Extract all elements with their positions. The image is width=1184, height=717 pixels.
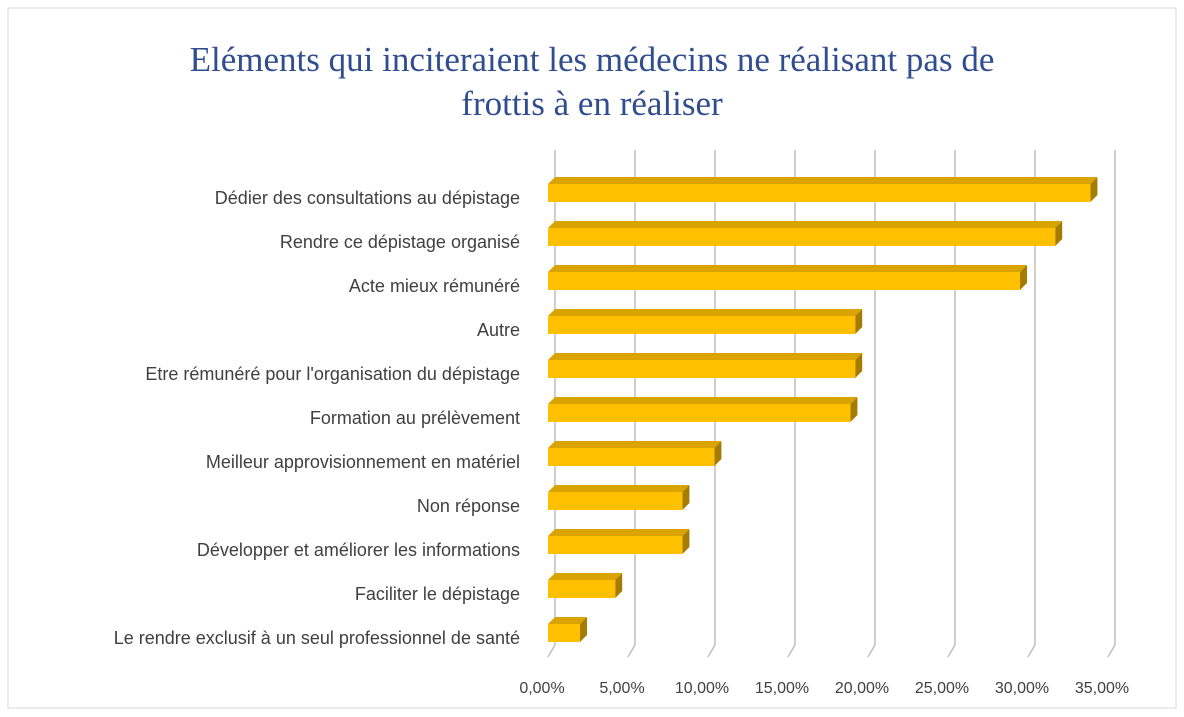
x-tick-label: 25,00% [915,680,969,697]
bar [548,580,616,598]
y-tick-label: Non réponse [417,496,520,516]
y-tick-label: Meilleur approvisionnement en matériel [206,452,520,472]
bar-top [548,617,587,624]
bar [548,492,683,510]
bar-top [548,309,863,316]
bar [548,404,851,422]
x-tick-label: 10,00% [675,680,729,697]
bar-side [682,529,690,554]
grid-floor-line [1107,644,1116,658]
x-tick-label: 15,00% [755,680,809,697]
grid-floor-line [627,644,636,658]
bar-top [548,573,623,580]
grid-floor-line [947,644,956,658]
bar-top [548,397,858,404]
bar-top [548,485,690,492]
grid-floor-line [787,644,796,658]
x-tick-label: 5,00% [599,680,644,697]
x-tick-label: 30,00% [995,680,1049,697]
bar-side [850,397,858,422]
grid-floor-line [707,644,716,658]
chart-title: Eléments qui inciteraient les médecins n… [189,40,995,123]
bar-side [714,441,722,466]
y-tick-label: Autre [477,320,520,340]
bar-side [1090,177,1098,202]
bar-top [548,441,722,448]
x-tick-label: 35,00% [1075,680,1129,697]
bar [548,448,715,466]
bar-side [615,573,623,598]
bar-top [548,221,1063,228]
y-tick-label: Etre rémunéré pour l'organisation du dép… [145,364,520,384]
bar [548,228,1056,246]
y-tick-label: Dédier des consultations au dépistage [215,188,520,208]
y-tick-label: Faciliter le dépistage [355,584,520,604]
bar-side [1055,221,1063,246]
bar-top [548,353,863,360]
bar-side [855,309,863,334]
bar [548,536,683,554]
grid-floor-line [547,644,556,658]
bar [548,360,856,378]
bar-top [548,265,1027,272]
bar [548,184,1091,202]
bar-side [682,485,690,510]
bar-top [548,177,1098,184]
y-tick-label: Le rendre exclusif à un seul professionn… [114,628,520,648]
bar-side [1020,265,1027,290]
x-tick-label: 0,00% [519,680,564,697]
bar [548,272,1020,290]
y-tick-label: Développer et améliorer les informations [197,540,520,560]
y-tick-label: Rendre ce dépistage organisé [280,232,520,252]
x-tick-label: 20,00% [835,680,889,697]
grid-floor-line [1027,644,1036,658]
bar-top [548,529,690,536]
bar [548,624,580,642]
bar [548,316,856,334]
y-tick-label: Acte mieux rémunéré [349,276,520,296]
bar-side [855,353,863,378]
bar-side [580,617,587,642]
y-tick-label: Formation au prélèvement [310,408,520,428]
grid-floor-line [867,644,876,658]
